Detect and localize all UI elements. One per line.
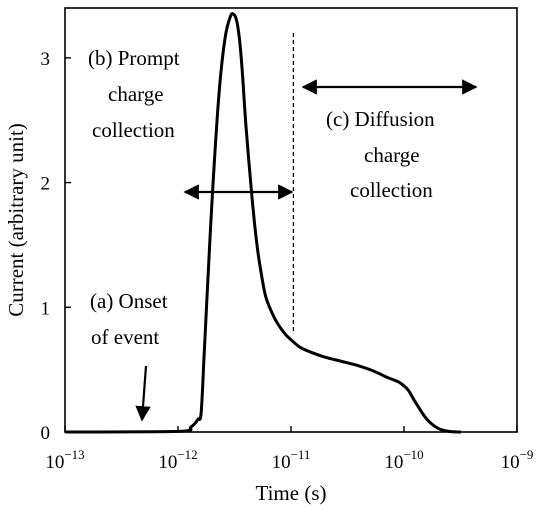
x-tick-label: 10−11: [272, 447, 311, 473]
x-tick-label: 10−13: [45, 447, 84, 473]
y-axis-label: Current (arbitrary unit): [4, 123, 28, 317]
x-tick-label: 10−12: [158, 447, 197, 473]
y-tick-label: 2: [41, 174, 51, 195]
x-tick-label: 10−9: [501, 447, 534, 473]
annotation-onset: (a) Onset of event: [90, 289, 173, 349]
y-tick-label: 3: [41, 49, 51, 70]
y-tick-label: 1: [41, 298, 51, 319]
onset-arrow: [135, 365, 151, 422]
x-tick-label: 10−10: [384, 447, 423, 473]
y-axis-ticks: 0 1 2 3: [41, 49, 71, 444]
x-axis-label: Time (s): [256, 481, 327, 505]
plot-frame: [64, 7, 518, 433]
annotation-diffusion: (c) Diffusion charge collection: [326, 107, 440, 202]
y-tick-label: 0: [41, 423, 51, 444]
x-axis-ticks: 10−13 10−12 10−11 10−10 10−9: [45, 426, 533, 473]
current-pulse-curve: [64, 12, 462, 434]
annotation-prompt: (b) Prompt charge collection: [88, 46, 185, 142]
